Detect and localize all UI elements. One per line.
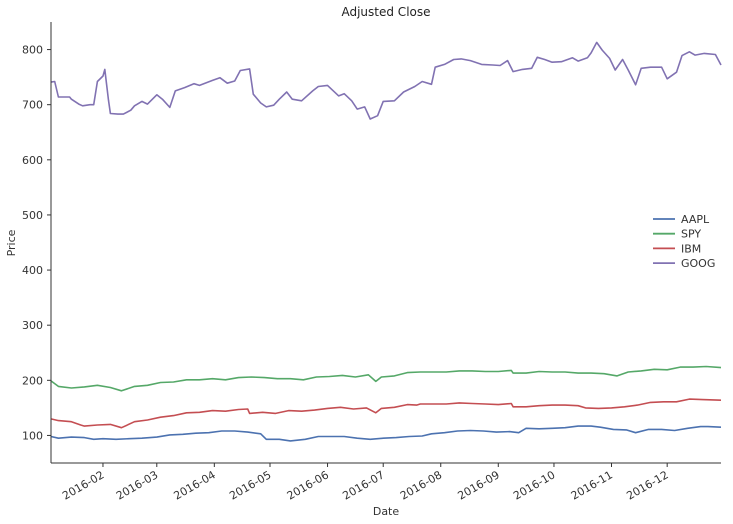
x-tick-label: 2016-07 <box>340 468 386 502</box>
y-tick-label: 400 <box>22 264 43 277</box>
y-tick-label: 100 <box>22 429 43 442</box>
x-tick-label: 2016-09 <box>455 468 501 502</box>
x-tick-label: 2016-04 <box>172 468 218 502</box>
legend-label-goog: GOOG <box>681 257 715 270</box>
series-line-ibm <box>50 398 722 429</box>
series-line-spy <box>50 365 722 392</box>
x-ticks: 2016-02 2016-03 2016-04 2016-05 2016-06 2016-… <box>60 463 671 503</box>
y-tick-label: 200 <box>22 374 43 387</box>
x-tick-label: 2016-08 <box>398 468 444 502</box>
legend-label-spy: SPY <box>681 228 701 241</box>
y-ticks: 100 200 300 400 500 600 700 800 <box>22 44 51 442</box>
y-tick-label: 700 <box>22 99 43 112</box>
series-line-goog <box>50 41 722 120</box>
x-tick-label: 2016-06 <box>285 468 331 502</box>
y-axis-title: Price <box>5 229 18 256</box>
chart-title: Adjusted Close <box>341 5 430 19</box>
y-tick-label: 500 <box>22 209 43 222</box>
axes <box>50 22 721 464</box>
series-layer <box>50 41 722 442</box>
x-tick-label: 2016-11 <box>569 468 615 502</box>
legend-label-ibm: IBM <box>681 242 701 255</box>
x-axis-title: Date <box>373 505 400 518</box>
y-tick-label: 800 <box>22 44 43 57</box>
x-tick-label: 2016-03 <box>114 468 160 502</box>
legend-label-aapl: AAPL <box>681 213 710 226</box>
series-line-aapl <box>50 425 722 442</box>
x-tick-label: 2016-02 <box>60 468 106 502</box>
y-tick-label: 600 <box>22 154 43 167</box>
x-tick-label: 2016-10 <box>511 468 557 502</box>
x-tick-label: 2016-05 <box>227 468 273 502</box>
y-tick-label: 300 <box>22 319 43 332</box>
x-tick-label: 2016-12 <box>624 468 670 502</box>
